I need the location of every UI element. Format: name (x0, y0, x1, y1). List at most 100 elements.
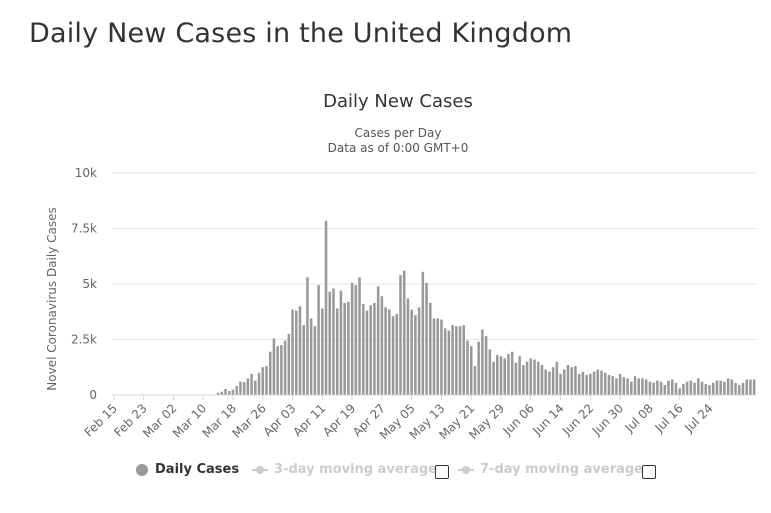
bar[interactable] (373, 302, 376, 395)
bar[interactable] (622, 377, 626, 395)
bar[interactable] (555, 361, 559, 395)
bar[interactable] (626, 378, 629, 395)
bar[interactable] (246, 378, 250, 395)
bar[interactable] (250, 373, 253, 395)
bar[interactable] (737, 385, 741, 395)
bar[interactable] (410, 309, 413, 395)
bar[interactable] (469, 346, 473, 395)
bar[interactable] (510, 351, 514, 395)
bar[interactable] (484, 336, 488, 395)
bar[interactable] (354, 285, 358, 395)
bar[interactable] (644, 379, 648, 395)
bar[interactable] (432, 318, 436, 395)
bar[interactable] (216, 392, 220, 395)
bar[interactable] (261, 367, 265, 395)
bar[interactable] (544, 369, 547, 395)
bar[interactable] (362, 303, 365, 395)
bar[interactable] (224, 389, 227, 395)
bar[interactable] (723, 381, 726, 395)
bar[interactable] (540, 365, 544, 395)
bar[interactable] (436, 318, 439, 395)
bar[interactable] (585, 375, 588, 395)
bar[interactable] (581, 371, 585, 395)
bar[interactable] (358, 277, 361, 395)
bar[interactable] (667, 380, 670, 395)
bar[interactable] (607, 375, 611, 395)
bar[interactable] (570, 367, 573, 395)
bar[interactable] (391, 316, 395, 395)
bar[interactable] (633, 376, 637, 395)
bar[interactable] (533, 359, 536, 395)
bar[interactable] (272, 338, 276, 395)
bar[interactable] (615, 378, 618, 395)
bar[interactable] (388, 309, 391, 395)
bar[interactable] (715, 380, 719, 395)
bar[interactable] (384, 307, 387, 395)
bar[interactable] (395, 313, 399, 395)
bar[interactable] (365, 310, 369, 395)
bar[interactable] (414, 315, 417, 395)
bar[interactable] (518, 356, 521, 395)
bar[interactable] (592, 371, 596, 395)
bar[interactable] (369, 305, 372, 395)
bar[interactable] (429, 302, 432, 395)
bar[interactable] (574, 366, 577, 395)
bar[interactable] (689, 380, 693, 395)
bar[interactable] (659, 381, 663, 395)
bar[interactable] (328, 291, 332, 395)
bar[interactable] (339, 290, 343, 395)
bar[interactable] (641, 378, 644, 395)
bar[interactable] (507, 353, 510, 395)
bar[interactable] (563, 369, 566, 395)
bar[interactable] (421, 271, 425, 395)
bar[interactable] (317, 285, 320, 395)
bar[interactable] (443, 328, 447, 395)
bar[interactable] (313, 326, 317, 395)
bar[interactable] (741, 382, 745, 395)
legend-item-7-day-average[interactable]: 7-day moving average (458, 462, 643, 477)
bar[interactable] (287, 333, 291, 395)
bar[interactable] (376, 286, 380, 395)
bar[interactable] (708, 385, 711, 395)
bar[interactable] (514, 362, 518, 395)
bar[interactable] (481, 329, 484, 395)
bar[interactable] (298, 306, 302, 395)
bar[interactable] (637, 378, 640, 395)
bar[interactable] (231, 389, 235, 395)
bar[interactable] (652, 382, 655, 395)
bar[interactable] (227, 391, 231, 395)
checkbox-3-day-average[interactable] (435, 465, 449, 479)
bar[interactable] (749, 379, 752, 395)
bar[interactable] (529, 358, 533, 395)
bar[interactable] (600, 370, 603, 395)
bar[interactable] (670, 379, 674, 395)
bar[interactable] (332, 288, 335, 395)
bar[interactable] (235, 386, 238, 395)
bar[interactable] (335, 308, 339, 395)
bar[interactable] (451, 325, 454, 395)
bar[interactable] (321, 308, 324, 395)
bar[interactable] (242, 382, 246, 395)
bar[interactable] (447, 330, 451, 395)
bar[interactable] (458, 326, 462, 395)
bar[interactable] (239, 381, 242, 395)
bar[interactable] (704, 383, 708, 395)
bar[interactable] (488, 349, 492, 395)
bar[interactable] (551, 367, 555, 395)
bar[interactable] (630, 381, 633, 395)
bar[interactable] (462, 325, 466, 395)
bar[interactable] (280, 345, 283, 395)
bar[interactable] (503, 358, 506, 395)
bar[interactable] (406, 298, 410, 395)
bar[interactable] (473, 366, 477, 395)
bar[interactable] (678, 388, 681, 395)
bar[interactable] (693, 382, 696, 395)
bar[interactable] (663, 385, 667, 395)
bar[interactable] (648, 381, 652, 395)
bar[interactable] (697, 378, 700, 395)
bar[interactable] (711, 382, 715, 395)
bar[interactable] (700, 381, 704, 395)
bar[interactable] (577, 373, 581, 395)
bar[interactable] (682, 383, 685, 395)
bar[interactable] (399, 275, 402, 395)
